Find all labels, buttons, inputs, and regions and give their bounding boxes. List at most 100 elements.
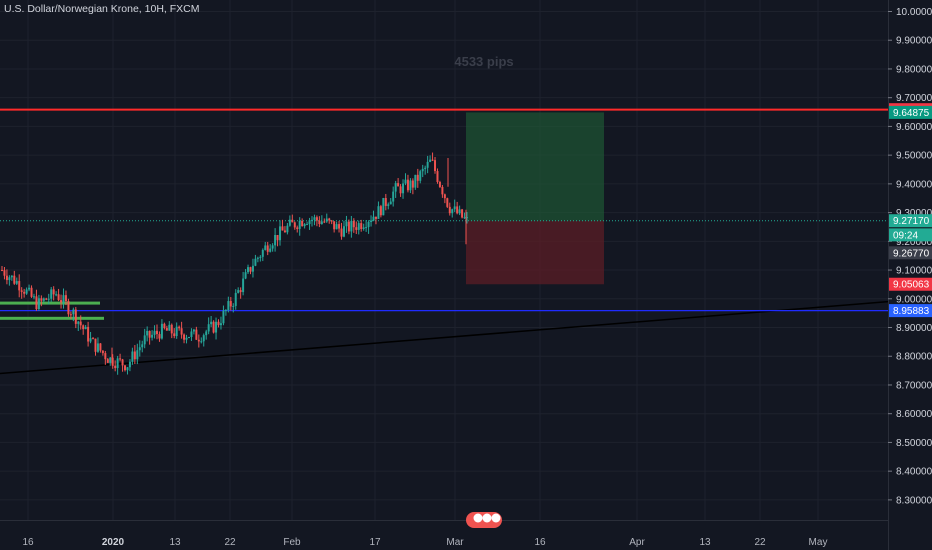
price-axis-label: 9.80000 [896,64,932,75]
time-axis[interactable]: 16 2020 13 22 Feb 17 Mar 16 Apr 13 22 May [22,537,827,548]
candle-body [313,217,316,220]
price-axis[interactable]: 10.00000 9.90000 9.80000 9.70000 9.60000 9.50… [888,7,932,506]
candle-body [239,290,242,293]
candle-body [288,219,291,226]
candle-body [109,357,112,363]
candle-body [303,224,306,227]
candle-body [392,191,395,202]
candle-body [89,338,92,342]
candle-body [18,281,21,291]
candle-body [251,265,254,272]
candle-body [192,329,195,332]
price-axis-label: 8.80000 [896,352,932,363]
candle-body [320,221,323,224]
candle-body [111,357,114,366]
candle-body [402,183,405,194]
price-axis-label: 9.00000 [896,294,932,305]
candle-body [414,174,417,188]
candle-body [372,216,375,221]
price-tag-label: 9.64875 [893,108,930,119]
candle-body [148,330,151,338]
price-tag [889,105,932,119]
candle-body [355,227,358,230]
candle-body [232,305,235,307]
candle-body [37,298,40,310]
price-axis-label: 9.30000 [896,208,932,219]
candle-body [57,294,60,301]
candle-body [138,347,141,351]
candle-body [234,292,237,306]
price-axis-label: 10.00000 [896,7,932,18]
candle-body [160,323,163,339]
price-axis-label: 8.40000 [896,467,932,478]
price-axis-label: 8.30000 [896,495,932,506]
chart-title: U.S. Dollar/Norwegian Krone, 10H, FXCM [4,3,200,15]
price-tag [889,214,932,228]
candle-body [32,296,35,298]
price-tag-label: 9.27170 [893,216,930,227]
position-zone-layer [466,112,604,285]
price-tag-label: 09:24 [893,230,918,241]
grid-layer [0,0,888,520]
price-axis-label: 9.60000 [896,122,932,133]
candle-body [195,329,198,340]
time-axis-label: 2020 [102,537,125,548]
candle-body [424,167,427,169]
candle-body [170,324,173,334]
candle-body [259,256,262,258]
candle-body [283,230,286,233]
candle-body [448,206,451,214]
candle-body [328,218,331,221]
candle-body [404,179,407,184]
candle-body [352,220,355,228]
price-axis-label: 9.50000 [896,151,932,162]
candle-body [141,344,144,348]
time-axis-label: Feb [283,537,301,548]
candle-body [215,321,218,333]
candle-body [340,228,343,237]
price-tag-label: 9.26770 [893,248,930,259]
candle-body [143,335,146,345]
candle-body [362,227,365,229]
candle-body [406,179,409,191]
candle-body [271,245,274,249]
candle-body [42,298,45,301]
candle-body [274,234,277,246]
candle-body [279,226,282,241]
candle-body [45,298,48,300]
price-axis-label: 8.50000 [896,438,932,449]
candle-body [84,326,87,330]
candle-body [222,310,225,324]
candle-body [217,321,220,326]
candle-body [311,219,313,221]
candle-body [281,226,284,231]
candle-body [446,198,449,207]
candle-body [387,204,390,206]
candle-body [244,272,247,279]
candle-body [254,258,257,266]
candle-body [121,359,124,366]
support-zone [0,316,104,320]
candle-body [92,338,95,340]
candle-body [173,333,176,337]
candle-body [229,301,232,307]
replay-badge[interactable] [466,512,502,528]
candle-body [237,290,240,293]
candle-body [264,245,267,250]
candle-body [419,171,422,181]
candle-body [466,217,468,219]
candle-body [219,323,222,326]
candle-body [318,220,321,224]
candle-body [411,180,414,188]
candle-body [212,321,215,333]
candle-body [185,337,188,340]
candle-body [23,291,26,294]
time-axis-label: 16 [22,537,34,548]
candle-body [30,287,33,297]
candle-body [301,220,304,227]
candle-body [461,209,464,218]
candle-body [69,314,72,316]
candle-body [99,343,102,351]
